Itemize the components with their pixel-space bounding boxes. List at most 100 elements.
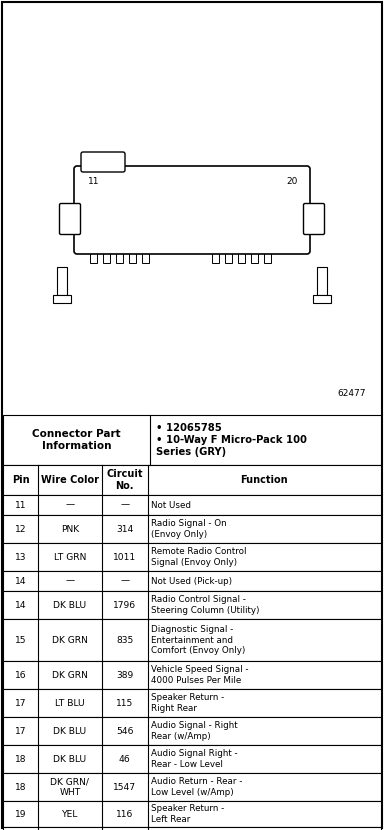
Text: LT BLU: LT BLU bbox=[55, 699, 85, 707]
Text: 15: 15 bbox=[15, 636, 26, 645]
Bar bbox=[3, 801, 381, 827]
Bar bbox=[134, 220, 144, 229]
Bar bbox=[281, 192, 296, 207]
Bar bbox=[87, 192, 102, 207]
Bar bbox=[271, 220, 281, 229]
Text: 46: 46 bbox=[119, 754, 131, 764]
Text: 11: 11 bbox=[88, 178, 100, 187]
Bar bbox=[3, 465, 381, 495]
Text: LT GRN: LT GRN bbox=[54, 553, 86, 562]
Bar bbox=[227, 192, 242, 207]
Bar bbox=[89, 220, 99, 229]
Bar bbox=[210, 220, 220, 229]
Bar bbox=[3, 591, 381, 619]
Text: Not Used (Pick-up): Not Used (Pick-up) bbox=[151, 577, 232, 585]
Text: 1011: 1011 bbox=[113, 553, 136, 562]
Text: 19: 19 bbox=[15, 809, 26, 818]
Bar bbox=[123, 192, 138, 207]
Text: Audio Signal - Right
Rear (w/Amp): Audio Signal - Right Rear (w/Amp) bbox=[151, 721, 237, 740]
Text: 16: 16 bbox=[15, 671, 26, 680]
Bar bbox=[209, 192, 223, 207]
Text: 18: 18 bbox=[15, 754, 26, 764]
Bar bbox=[105, 192, 120, 207]
Text: Pin: Pin bbox=[12, 475, 30, 485]
Bar bbox=[104, 220, 114, 229]
Text: 11: 11 bbox=[15, 500, 26, 510]
Text: Not Used: Not Used bbox=[151, 500, 191, 510]
Bar bbox=[3, 515, 381, 543]
Bar bbox=[103, 251, 110, 263]
Text: 12: 12 bbox=[15, 525, 26, 534]
FancyBboxPatch shape bbox=[303, 203, 324, 235]
Text: 18: 18 bbox=[15, 783, 26, 792]
Bar bbox=[238, 251, 245, 263]
Bar bbox=[241, 220, 251, 229]
Text: Speaker Return -
Left Rear: Speaker Return - Left Rear bbox=[151, 804, 224, 823]
Bar bbox=[3, 415, 381, 465]
Text: 17: 17 bbox=[15, 699, 26, 707]
Bar bbox=[129, 251, 136, 263]
Bar bbox=[3, 571, 381, 591]
Text: 62477: 62477 bbox=[338, 389, 366, 398]
Text: 14: 14 bbox=[15, 577, 26, 585]
Bar bbox=[3, 661, 381, 689]
Bar bbox=[57, 267, 67, 295]
Text: 1796: 1796 bbox=[113, 600, 136, 609]
Bar bbox=[3, 745, 381, 773]
Text: Function: Function bbox=[240, 475, 288, 485]
Bar bbox=[116, 251, 123, 263]
Bar bbox=[3, 689, 381, 717]
Bar bbox=[141, 192, 156, 207]
Text: DK BLU: DK BLU bbox=[53, 726, 86, 735]
Bar bbox=[149, 220, 159, 229]
Text: —: — bbox=[120, 500, 129, 510]
Bar bbox=[3, 543, 381, 571]
Bar bbox=[190, 172, 203, 248]
Text: Vehicle Speed Signal -
4000 Pulses Per Mile: Vehicle Speed Signal - 4000 Pulses Per M… bbox=[151, 666, 248, 685]
Text: 389: 389 bbox=[116, 671, 133, 680]
Text: Circuit
No.: Circuit No. bbox=[106, 469, 143, 491]
Bar bbox=[226, 220, 236, 229]
Text: Speaker Return -
Right Rear: Speaker Return - Right Rear bbox=[151, 693, 224, 713]
Text: DK GRN/
WHT: DK GRN/ WHT bbox=[50, 778, 89, 797]
Text: 115: 115 bbox=[116, 699, 133, 707]
Text: DK GRN: DK GRN bbox=[52, 671, 88, 680]
Bar bbox=[119, 220, 129, 229]
Text: DK GRN: DK GRN bbox=[52, 636, 88, 645]
Bar bbox=[3, 827, 381, 830]
Bar bbox=[3, 619, 381, 661]
Text: —: — bbox=[65, 577, 74, 585]
Text: Wire Color: Wire Color bbox=[41, 475, 99, 485]
Bar bbox=[3, 773, 381, 801]
Text: Radio Signal - On
(Envoy Only): Radio Signal - On (Envoy Only) bbox=[151, 520, 227, 539]
Bar bbox=[90, 251, 97, 263]
Text: Diagnostic Signal -
Entertainment and
Comfort (Envoy Only): Diagnostic Signal - Entertainment and Co… bbox=[151, 625, 245, 655]
Bar bbox=[159, 192, 174, 207]
FancyBboxPatch shape bbox=[74, 166, 310, 254]
Bar bbox=[142, 251, 149, 263]
Text: 17: 17 bbox=[15, 726, 26, 735]
Text: Remote Radio Control
Signal (Envoy Only): Remote Radio Control Signal (Envoy Only) bbox=[151, 547, 246, 567]
Text: PNK: PNK bbox=[61, 525, 79, 534]
Text: YEL: YEL bbox=[62, 809, 78, 818]
Text: 1547: 1547 bbox=[113, 783, 136, 792]
Bar bbox=[53, 295, 71, 303]
Bar bbox=[245, 192, 260, 207]
Text: —: — bbox=[65, 500, 74, 510]
Bar bbox=[251, 251, 258, 263]
Bar bbox=[263, 192, 278, 207]
Bar bbox=[263, 251, 271, 263]
Text: 314: 314 bbox=[116, 525, 133, 534]
Text: Connector Part
Information: Connector Part Information bbox=[32, 429, 121, 451]
Text: 20: 20 bbox=[286, 178, 297, 187]
FancyBboxPatch shape bbox=[60, 203, 81, 235]
Text: DK BLU: DK BLU bbox=[53, 600, 86, 609]
Bar bbox=[3, 717, 381, 745]
Text: • 12065785
• 10-Way F Micro-Pack 100
Series (GRY): • 12065785 • 10-Way F Micro-Pack 100 Ser… bbox=[156, 423, 307, 457]
Bar bbox=[3, 495, 381, 515]
Text: DK BLU: DK BLU bbox=[53, 754, 86, 764]
Text: 546: 546 bbox=[116, 726, 134, 735]
Text: 13: 13 bbox=[15, 553, 26, 562]
Text: Audio Return - Rear -
Low Level (w/Amp): Audio Return - Rear - Low Level (w/Amp) bbox=[151, 778, 242, 797]
Bar bbox=[225, 251, 232, 263]
